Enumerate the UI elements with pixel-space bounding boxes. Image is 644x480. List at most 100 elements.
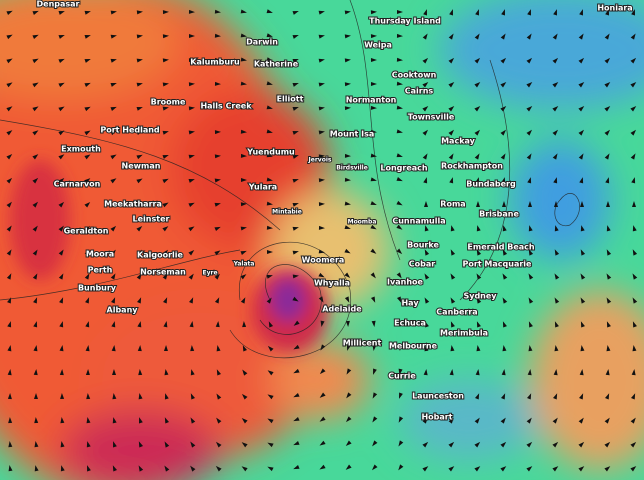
wind-arrow bbox=[476, 321, 481, 328]
wind-arrow bbox=[422, 153, 428, 160]
place-label: Brisbane bbox=[479, 210, 519, 219]
wind-arrow bbox=[266, 33, 273, 38]
wind-arrow bbox=[604, 153, 610, 160]
wind-arrow bbox=[240, 81, 247, 86]
wind-arrow bbox=[345, 440, 352, 447]
wind-arrow bbox=[450, 297, 456, 304]
wind-arrow bbox=[188, 9, 195, 14]
wind-arrow bbox=[240, 105, 247, 110]
place-label: Merimbula bbox=[440, 329, 488, 338]
wind-arrow bbox=[292, 250, 299, 255]
wind-arrow bbox=[214, 33, 221, 38]
place-label: Mount Isa bbox=[330, 130, 375, 139]
wind-arrow bbox=[58, 201, 65, 208]
wind-arrow bbox=[136, 249, 142, 256]
wind-arrow bbox=[240, 226, 247, 231]
wind-arrow bbox=[164, 393, 169, 400]
wind-arrow bbox=[605, 177, 610, 184]
wind-arrow bbox=[476, 273, 482, 280]
wind-arrow bbox=[552, 153, 558, 160]
wind-arrow bbox=[449, 393, 454, 400]
wind-arrow bbox=[136, 58, 143, 63]
wind-arrow bbox=[214, 273, 221, 280]
wind-arrow bbox=[554, 297, 560, 304]
wind-arrow bbox=[554, 201, 559, 208]
wind-arrow bbox=[163, 321, 168, 328]
wind-arrow bbox=[33, 393, 38, 400]
wind-arrow bbox=[424, 273, 430, 280]
wind-arrow bbox=[164, 441, 170, 448]
wind-arrow bbox=[267, 418, 274, 424]
wind-arrow bbox=[84, 249, 90, 256]
wind-arrow bbox=[110, 154, 117, 160]
wind-arrow bbox=[32, 249, 38, 256]
wind-arrow bbox=[6, 201, 12, 208]
contours bbox=[0, 0, 580, 359]
wind-arrow bbox=[189, 34, 195, 38]
wind-arrow bbox=[267, 466, 274, 472]
wind-arrow bbox=[84, 10, 91, 15]
place-label: Thursday Island bbox=[369, 17, 441, 26]
wind-arrow bbox=[162, 249, 169, 256]
place-label: Emerald Beach bbox=[467, 243, 534, 252]
wind-arrow bbox=[318, 130, 325, 135]
wind-arrow bbox=[84, 178, 91, 184]
wind-arrow bbox=[630, 106, 637, 112]
wind-arrow bbox=[345, 464, 352, 470]
wind-arrow bbox=[526, 466, 533, 472]
wind-arrow bbox=[578, 57, 585, 64]
wind-arrow bbox=[423, 9, 427, 16]
wind-arrow bbox=[605, 369, 610, 376]
wind-arrow bbox=[6, 34, 13, 40]
wind-arrow bbox=[475, 177, 480, 184]
wind-arrow bbox=[370, 153, 377, 158]
wind-arrow bbox=[58, 58, 65, 64]
wind-arrow bbox=[292, 131, 299, 135]
wind-arrow bbox=[84, 34, 91, 39]
wind-arrow bbox=[241, 393, 248, 400]
wind-arrow bbox=[267, 370, 274, 376]
place-label: Elliott bbox=[277, 95, 304, 104]
wind-arrow bbox=[292, 155, 299, 159]
place-label: Mintabie bbox=[272, 209, 302, 216]
wind-arrow bbox=[502, 273, 508, 280]
place-label: Echuca bbox=[394, 319, 426, 328]
wind-arrow bbox=[450, 249, 456, 256]
wind-arrow bbox=[110, 34, 117, 39]
place-label: Bourke bbox=[407, 241, 439, 250]
wind-arrow bbox=[554, 249, 560, 256]
wind-arrow bbox=[344, 34, 351, 39]
wind-arrow bbox=[266, 105, 273, 110]
wind-arrow bbox=[396, 248, 403, 255]
wind-arrow bbox=[86, 393, 91, 400]
wind-arrow bbox=[136, 178, 143, 184]
wind-arrow bbox=[424, 201, 429, 208]
wind-arrow bbox=[136, 106, 143, 111]
wind-arrow bbox=[474, 441, 481, 448]
wind-arrow bbox=[370, 58, 377, 63]
wind-arrow bbox=[188, 226, 195, 232]
wind-arrow bbox=[320, 320, 325, 327]
wind-arrow bbox=[34, 441, 39, 448]
wind-arrow bbox=[423, 393, 428, 400]
wind-arrow bbox=[33, 321, 38, 328]
wind-arrow bbox=[6, 82, 13, 88]
wind-arrow bbox=[474, 57, 481, 64]
wind-arrow bbox=[450, 225, 455, 232]
place-label: Cunnamulla bbox=[392, 217, 445, 226]
wind-arrow bbox=[58, 178, 65, 184]
wind-arrow bbox=[527, 9, 531, 16]
wind-arrow bbox=[319, 368, 326, 375]
wind-arrow bbox=[526, 417, 532, 424]
place-label: Melbourne bbox=[389, 342, 438, 351]
wind-arrow bbox=[553, 393, 558, 400]
wind-arrow bbox=[319, 440, 326, 446]
wind-arrow bbox=[267, 442, 274, 448]
wind-arrow bbox=[293, 441, 300, 446]
place-label: Whyalla bbox=[314, 279, 350, 288]
place-label: Norseman bbox=[140, 268, 186, 277]
wind-arrow bbox=[553, 177, 558, 184]
wind-arrow bbox=[448, 57, 455, 64]
place-label: Townsville bbox=[408, 113, 455, 122]
